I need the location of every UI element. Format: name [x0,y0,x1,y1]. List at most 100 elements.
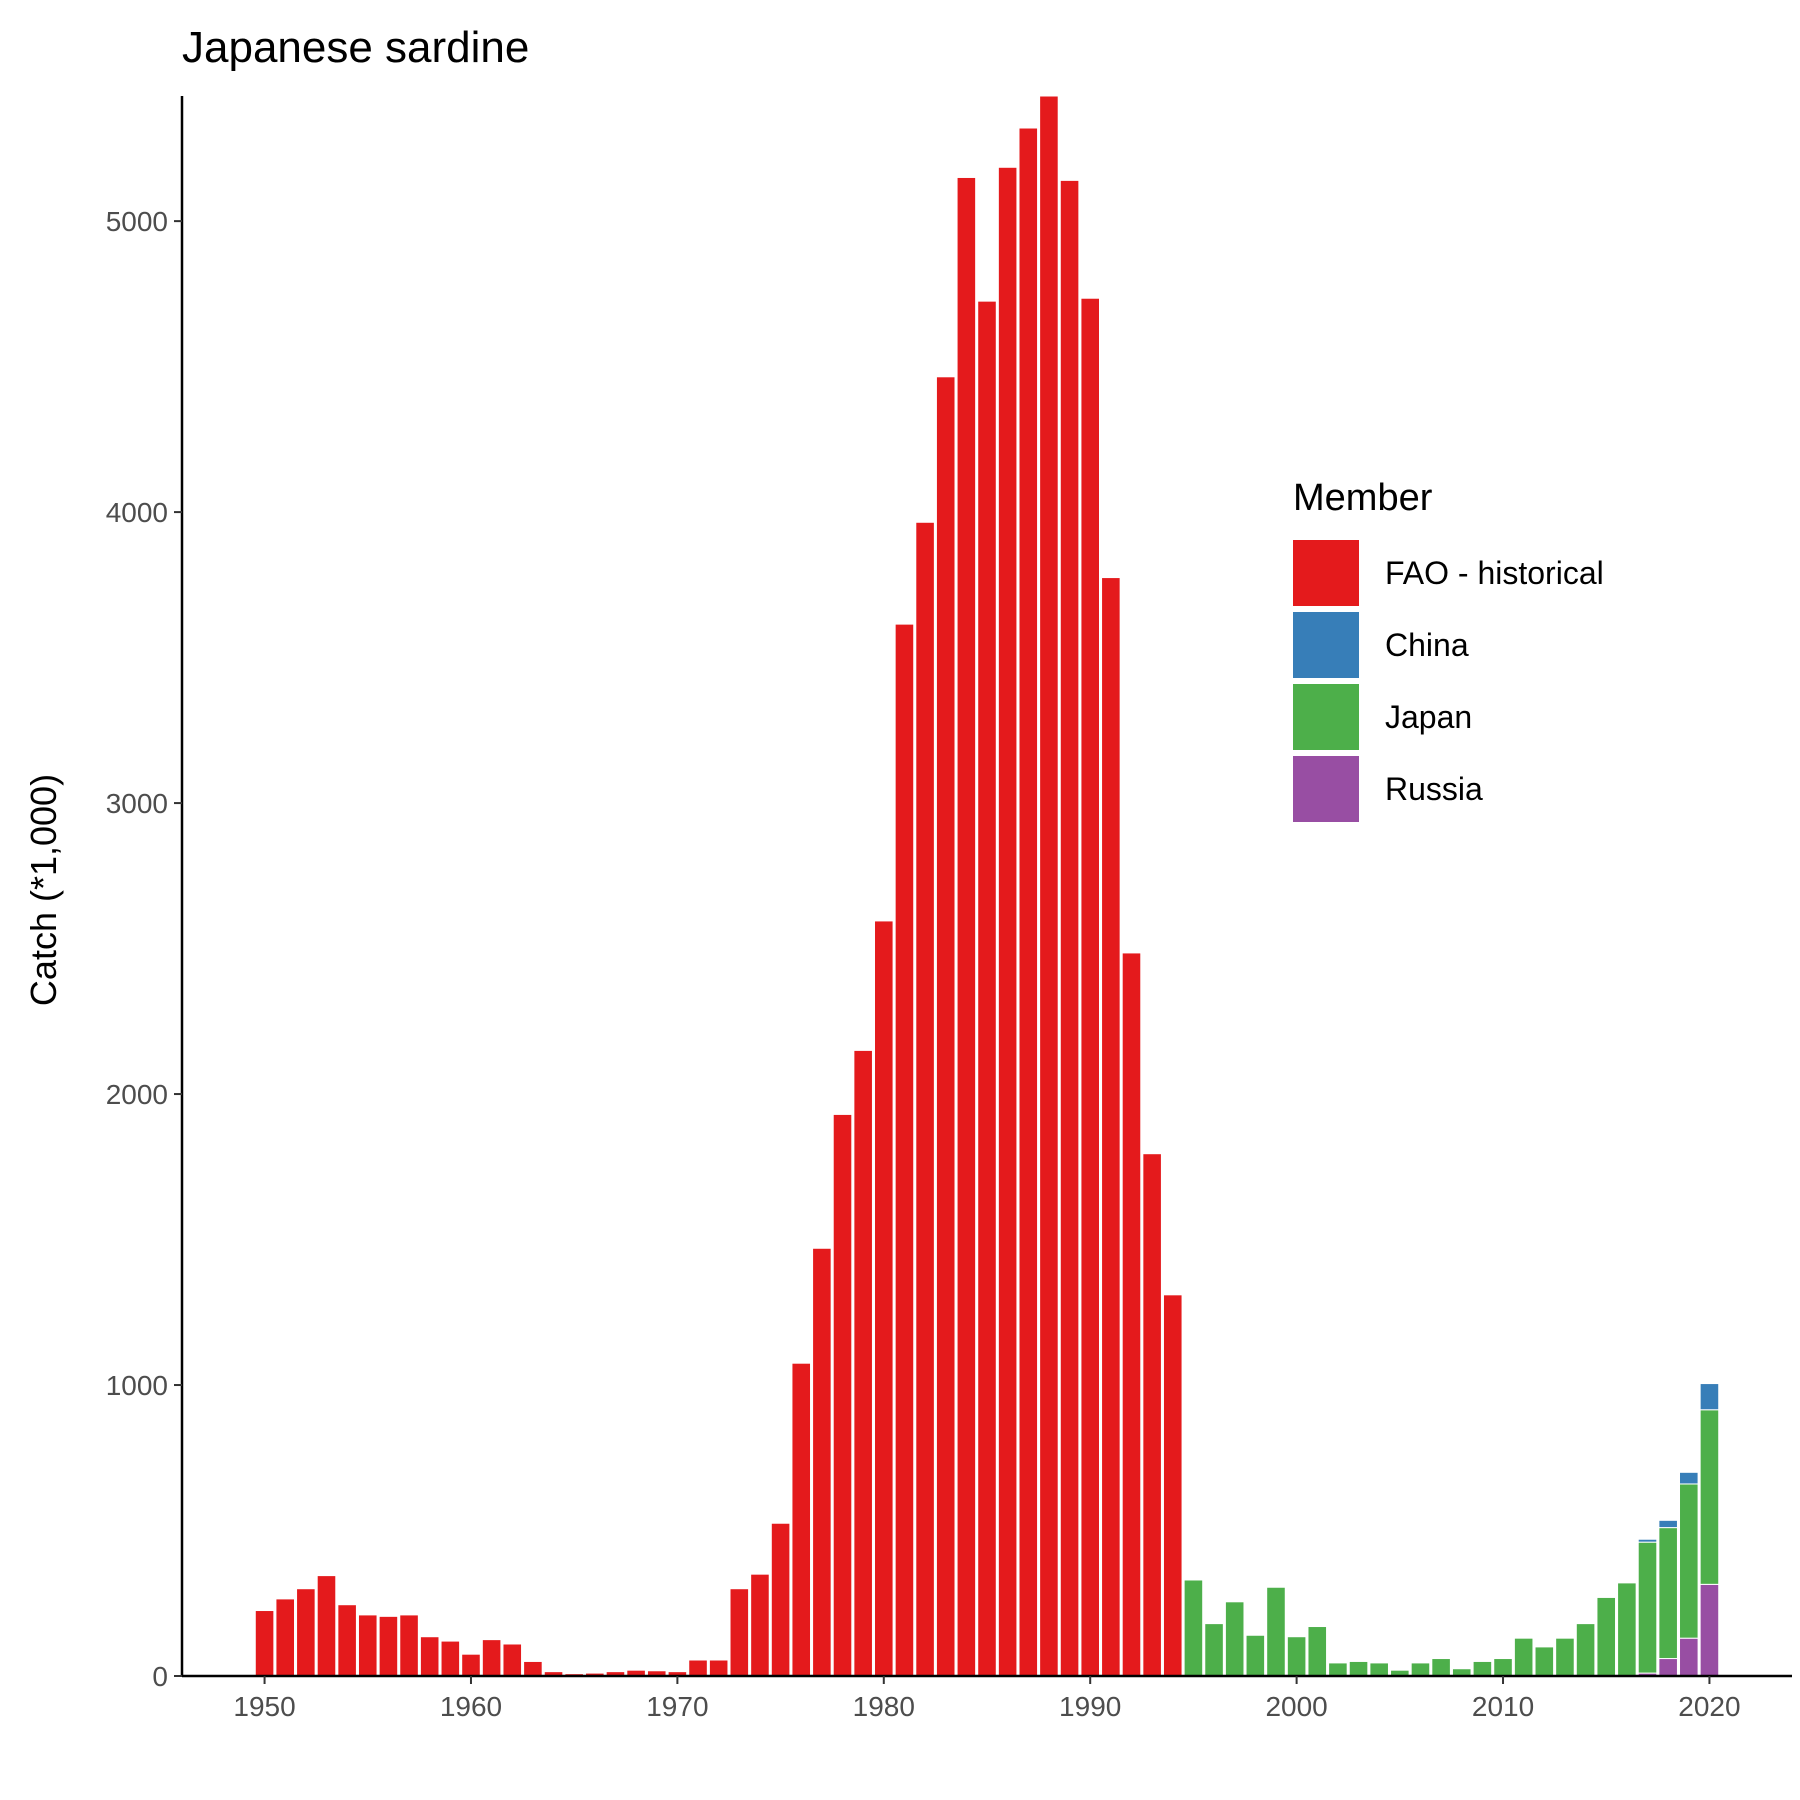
bar-japan-2009 [1472,1660,1493,1677]
bar-japan-2016 [1617,1582,1637,1677]
bar-japan-1997 [1224,1601,1245,1677]
y-tick-label: 1000 [106,1370,168,1401]
bar-fao-historical-1979 [853,1049,873,1677]
y-axis-title: Catch (*1,000) [23,774,64,1006]
legend: Member FAO - historical China Japan Russia [1293,477,1604,822]
bar-fao-historical-1959 [440,1640,461,1677]
legend-label-russia: Russia [1385,771,1483,807]
bar-fao-historical-1957 [399,1614,419,1677]
bar-fao-historical-1978 [832,1113,853,1677]
bar-fao-historical-1988 [1039,95,1059,1677]
bar-russia-2020 [1699,1583,1720,1677]
y-tick-label: 2000 [106,1079,168,1110]
bar-fao-historical-1987 [1018,127,1039,1677]
bar-fao-historical-1960 [461,1653,481,1677]
bar-japan-1999 [1266,1586,1286,1677]
bar-japan-2017 [1637,1541,1658,1674]
bar-fao-historical-1983 [935,376,956,1677]
x-tick-label: 2020 [1678,1691,1740,1722]
bar-fao-historical-1951 [275,1598,296,1677]
x-tick-label: 2000 [1265,1691,1327,1722]
bar-fao-historical-1976 [791,1362,812,1677]
y-tick-label: 5000 [106,206,168,237]
y-axis: 0 1000 2000 3000 4000 5000 [106,96,184,1692]
bar-japan-1996 [1204,1623,1224,1677]
bar-japan-1995 [1183,1579,1204,1677]
bar-japan-2001 [1307,1626,1328,1677]
bar-japan-2019 [1679,1483,1699,1639]
bar-japan-1998 [1245,1634,1266,1677]
bar-fao-historical-1962 [502,1643,523,1677]
y-tick-label: 0 [152,1661,168,1692]
bar-fao-historical-1974 [750,1573,770,1677]
bar-fao-historical-1977 [812,1247,832,1677]
bar-japan-2011 [1513,1637,1534,1677]
bar-fao-historical-1992 [1121,952,1142,1677]
bar-fao-historical-1989 [1059,179,1080,1677]
bar-fao-historical-1953 [316,1575,337,1677]
bar-japan-2007 [1431,1658,1451,1677]
bar-fao-historical-1990 [1080,297,1101,1677]
x-axis: 1950 1960 1970 1980 1990 2000 2010 2020 [182,1674,1792,1722]
bar-fao-historical-1956 [378,1615,399,1677]
bar-japan-2014 [1575,1623,1596,1677]
bar-russia-2018 [1658,1658,1678,1677]
bar-japan-2020 [1699,1409,1720,1585]
bar-fao-historical-1955 [357,1614,378,1677]
legend-label-fao-historical: FAO - historical [1385,555,1604,591]
x-tick-label: 1980 [853,1691,915,1722]
bar-japan-2000 [1286,1636,1307,1677]
bar-japan-2006 [1410,1662,1431,1677]
legend-swatch-russia [1293,756,1359,822]
bar-japan-2002 [1328,1662,1348,1677]
bar-china-2017 [1637,1538,1658,1543]
bar-fao-historical-1952 [296,1588,316,1677]
x-tick-label: 1950 [233,1691,295,1722]
bar-china-2018 [1658,1519,1678,1529]
bar-china-2019 [1679,1471,1699,1485]
legend-label-japan: Japan [1385,699,1472,735]
bar-fao-historical-1961 [481,1639,502,1677]
bar-fao-historical-1982 [915,521,935,1677]
bar-fao-historical-1958 [419,1636,440,1677]
bar-fao-historical-1991 [1101,577,1121,1677]
x-tick-label: 2010 [1472,1691,1534,1722]
legend-swatch-japan [1293,684,1359,750]
x-tick-label: 1970 [646,1691,708,1722]
bar-fao-historical-1972 [708,1659,729,1677]
y-tick-label: 4000 [106,497,168,528]
chart-title: Japanese sardine [182,23,529,72]
bar-russia-2019 [1679,1637,1699,1677]
bar-fao-historical-1963 [523,1660,543,1677]
legend-label-china: China [1385,627,1469,663]
bar-fao-historical-1973 [729,1588,750,1677]
x-tick-label: 1960 [440,1691,502,1722]
bar-japan-2010 [1493,1658,1513,1677]
bar-fao-historical-1984 [956,176,977,1677]
bar-fao-historical-1986 [997,166,1018,1677]
bar-fao-historical-1985 [977,300,997,1677]
bar-fao-historical-1993 [1142,1153,1162,1677]
legend-title: Member [1293,477,1433,519]
bar-fao-historical-1980 [874,920,894,1677]
bar-fao-historical-1994 [1162,1294,1183,1677]
bar-fao-historical-1971 [688,1659,708,1677]
bar-fao-historical-1950 [254,1610,275,1677]
bar-fao-historical-1975 [770,1522,791,1677]
bar-layer [254,95,1720,1677]
bar-japan-2003 [1348,1660,1369,1677]
bar-japan-2013 [1555,1637,1575,1677]
bar-fao-historical-1981 [894,623,915,1677]
bar-japan-2012 [1534,1646,1555,1677]
legend-swatch-china [1293,612,1359,678]
x-tick-label: 1990 [1059,1691,1121,1722]
y-tick-label: 3000 [106,788,168,819]
bar-fao-historical-1954 [337,1604,357,1677]
bar-china-2020 [1699,1383,1720,1411]
bar-japan-2004 [1369,1662,1389,1677]
legend-swatch-fao-historical [1293,540,1359,606]
bar-japan-2018 [1658,1527,1678,1660]
bar-japan-2015 [1596,1596,1617,1677]
